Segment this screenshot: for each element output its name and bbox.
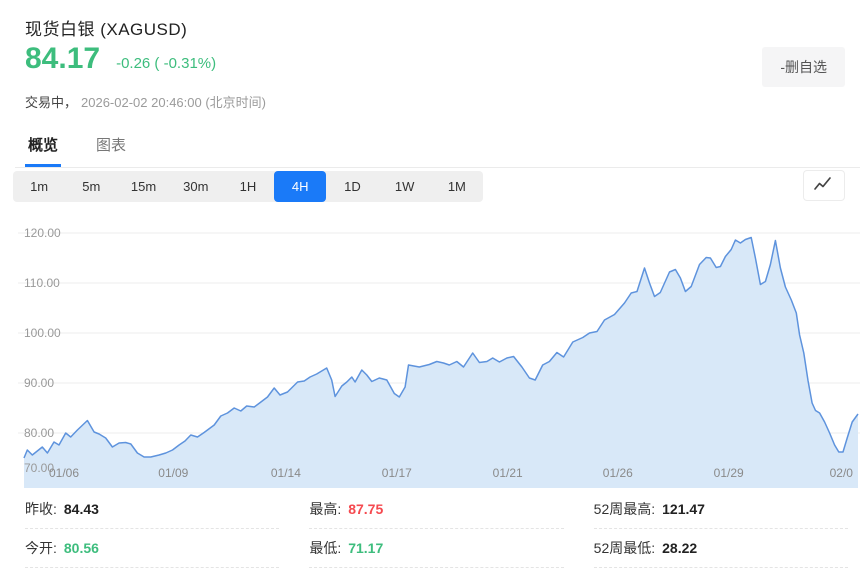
svg-text:01/17: 01/17 [382,466,412,480]
price-change: -0.26 ( -0.31%) [116,55,217,72]
interval-button-15m[interactable]: 15m [130,179,157,194]
stats-column-2: 最高: 87.75 最低: 71.17 [309,490,564,568]
svg-text:110.00: 110.00 [24,276,60,290]
interval-button-1w[interactable]: 1W [394,179,415,194]
price-chart[interactable]: 120.00 110.00 100.00 90.00 80.00 70.00 01/06 01… [0,210,860,488]
current-price: 84.17 [25,42,101,75]
stat-wk52-low-label: 52周最低: [593,540,656,556]
stats-grid: 昨收: 84.43 今开: 80.56 最高: 87.75 最低: 71.17 52周最高: 12… [25,490,848,568]
interval-button-1h[interactable]: 1H [239,179,257,194]
stats-column-3: 52周最高: 121.47 52周最低: 28.22 [593,490,848,568]
line-chart-icon [813,176,835,195]
svg-text:01/26: 01/26 [603,466,633,480]
quote-timestamp: 2026-02-02 20:46:00 (北京时间) [81,95,266,110]
stat-low-label: 最低: [309,540,342,556]
svg-text:01/21: 01/21 [493,466,523,480]
interval-button-5m[interactable]: 5m [82,179,101,194]
interval-button-4h[interactable]: 4H [274,171,327,202]
tab-chart[interactable]: 图表 [96,137,127,154]
svg-text:80.00: 80.00 [24,426,54,440]
stat-open-value: 80.56 [63,540,99,556]
remove-watchlist-button[interactable]: -删自选 [762,47,845,87]
svg-text:01/06: 01/06 [49,466,79,480]
market-status-row: 交易中， 2026-02-02 20:46:00 (北京时间) [25,92,266,111]
stat-wk52-low: 52周最低: 28.22 [593,529,848,568]
stat-wk52-high-value: 121.47 [662,501,705,517]
svg-text:01/09: 01/09 [158,466,188,480]
svg-text:02/0: 02/0 [830,466,854,480]
stat-open: 今开: 80.56 [25,529,280,568]
tab-bar: 概览 图表 [15,127,860,168]
stats-column-1: 昨收: 84.43 今开: 80.56 [25,490,280,568]
stat-prev-close-label: 昨收: [25,501,57,517]
stat-prev-close-value: 84.43 [63,501,99,517]
price-row: 84.17 -0.26 ( -0.31%) [25,42,216,76]
interval-button-1d[interactable]: 1D [344,179,361,194]
stat-low-value: 71.17 [348,540,384,556]
svg-text:120.00: 120.00 [24,226,61,240]
svg-text:100.00: 100.00 [24,326,61,340]
svg-text:01/29: 01/29 [714,466,744,480]
interval-button-1m[interactable]: 1m [30,179,49,194]
interval-button-1m[interactable]: 1M [447,179,466,194]
stat-high: 最高: 87.75 [309,490,564,529]
stat-wk52-high: 52周最高: 121.47 [593,490,848,529]
interval-button-30m[interactable]: 30m [183,179,209,194]
stat-open-label: 今开: [25,540,57,556]
svg-text:90.00: 90.00 [24,376,54,390]
stat-high-value: 87.75 [348,501,384,517]
stat-wk52-high-label: 52周最高: [593,501,656,517]
stat-prev-close: 昨收: 84.43 [25,490,280,529]
instrument-title: 现货白银 (XAGUSD) [25,20,188,39]
chart-style-button[interactable] [803,170,845,201]
tab-overview[interactable]: 概览 [25,127,62,167]
market-status: 交易中， [25,95,78,110]
stat-wk52-low-value: 28.22 [662,540,698,556]
stat-high-label: 最高: [309,501,342,517]
svg-text:01/14: 01/14 [271,466,301,480]
stat-low: 最低: 71.17 [309,529,564,568]
svg-text:70.00: 70.00 [24,461,54,475]
interval-toolbar: 1m 5m 15m 30m 1H 4H 1D 1W 1M [13,171,483,202]
